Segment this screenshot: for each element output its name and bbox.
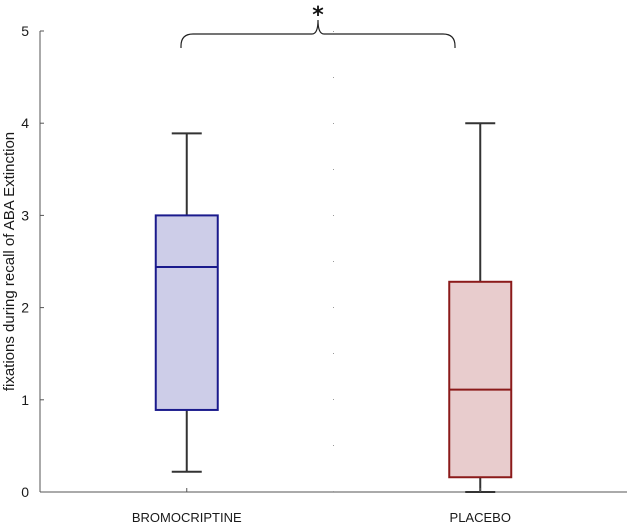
y-tick-label: 5 bbox=[21, 23, 29, 39]
axes-group bbox=[39, 31, 627, 493]
y-tick-label: 1 bbox=[21, 392, 29, 408]
significance-group: * bbox=[180, 3, 456, 48]
box-placebo bbox=[448, 122, 513, 493]
y-ticks-group: 0 1 2 3 4 5 bbox=[21, 23, 44, 500]
x-tick-label: PLACEBO bbox=[450, 510, 511, 525]
y-tick-label: 3 bbox=[21, 207, 29, 223]
interquartile-box bbox=[154, 214, 219, 411]
y-tick-label: 4 bbox=[21, 115, 29, 131]
interquartile-box bbox=[448, 280, 513, 479]
y-axis-title: fixations during recall of ABA Extinctio… bbox=[1, 132, 18, 391]
y-tick-label: 2 bbox=[21, 300, 29, 316]
y-tick-label: 0 bbox=[21, 484, 29, 500]
boxes-group bbox=[154, 122, 513, 493]
significance-star: * bbox=[312, 3, 324, 28]
significance-brace bbox=[180, 19, 456, 48]
x-labels-group: BROMOCRIPTINE PLACEBO bbox=[132, 488, 511, 525]
box-bromocriptine bbox=[154, 132, 219, 473]
x-tick-label: BROMOCRIPTINE bbox=[132, 510, 242, 525]
